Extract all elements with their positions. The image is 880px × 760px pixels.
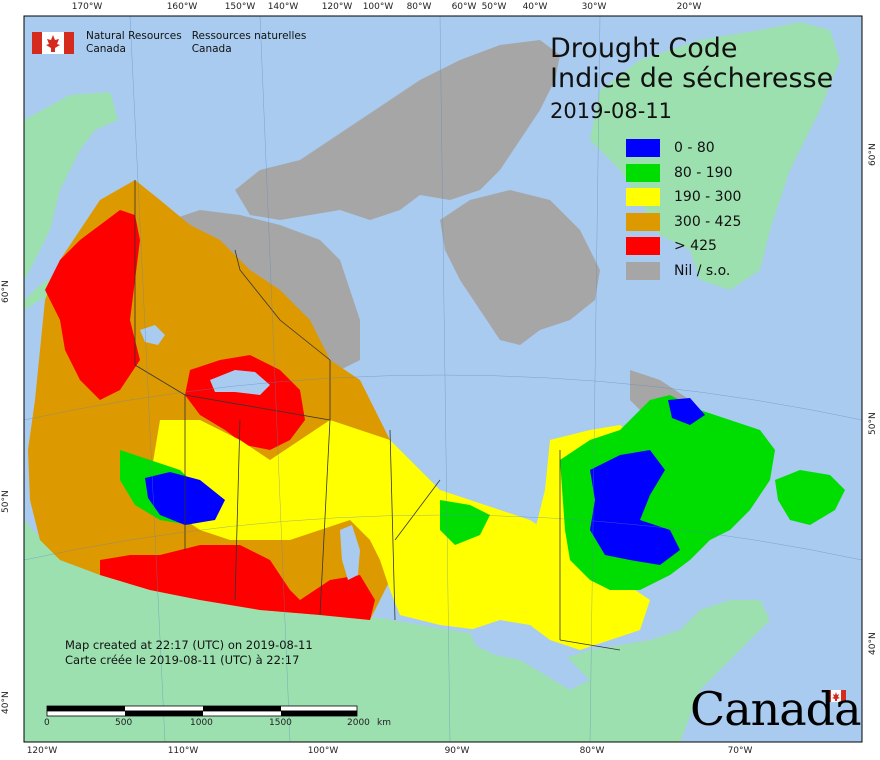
canada-wordmark: Canada bbox=[690, 682, 862, 736]
tick-top: 100°W bbox=[362, 2, 394, 12]
region-blue-quebec bbox=[590, 450, 680, 565]
great-lakes bbox=[470, 620, 590, 690]
tick-bottom: 90°W bbox=[444, 746, 470, 756]
tick-left: 40°N bbox=[1, 691, 11, 714]
legend-item: 190 - 300 bbox=[626, 185, 741, 210]
legend-label: Nil / s.o. bbox=[674, 262, 731, 279]
legend-item: 300 - 425 bbox=[626, 210, 741, 235]
legend-item: 0 - 80 bbox=[626, 136, 741, 161]
scale-label: 500 bbox=[115, 718, 133, 728]
great-slave-lake bbox=[210, 370, 270, 395]
map-title-fr: Indice de sécheresse bbox=[550, 63, 834, 94]
tick-top: 150°W bbox=[224, 2, 256, 12]
tick-top: 40°W bbox=[522, 2, 548, 12]
scale-bar-graphic bbox=[46, 705, 358, 717]
credit-en: Map created at 22:17 (UTC) on 2019-08-11 bbox=[65, 638, 313, 652]
region-yellow-central bbox=[150, 420, 650, 650]
tick-bottom: 100°W bbox=[307, 746, 339, 756]
tick-top: 30°W bbox=[581, 2, 607, 12]
nrcan-flag-icon bbox=[32, 32, 74, 54]
provincial-borders bbox=[134, 180, 621, 651]
map-credit: Map created at 22:17 (UTC) on 2019-08-11… bbox=[65, 638, 313, 668]
greenland-land bbox=[590, 22, 840, 290]
scale-label: 1500 bbox=[269, 718, 292, 728]
region-blue-labrador bbox=[668, 398, 705, 425]
tick-top: 140°W bbox=[267, 2, 299, 12]
legend-label: 80 - 190 bbox=[674, 164, 733, 181]
tick-top: 50°W bbox=[481, 2, 507, 12]
legend: 0 - 80 80 - 190 190 - 300 300 - 425 > 42… bbox=[626, 136, 741, 283]
baffin-island bbox=[440, 190, 600, 345]
scale-label: 2000 bbox=[347, 718, 370, 728]
alaska-land bbox=[24, 92, 118, 280]
tick-bottom: 70°W bbox=[727, 746, 753, 756]
tick-bottom: 80°W bbox=[579, 746, 605, 756]
legend-swatch bbox=[626, 261, 660, 280]
region-red-south bbox=[100, 545, 375, 620]
arctic-islands bbox=[235, 40, 560, 220]
tick-right: 60°N bbox=[868, 143, 878, 166]
great-bear-lake bbox=[140, 325, 165, 345]
legend-label: 300 - 425 bbox=[674, 213, 742, 230]
graticule bbox=[23, 15, 863, 743]
lake-winnipeg bbox=[340, 525, 360, 580]
legend-swatch bbox=[626, 139, 660, 158]
scale-unit: km bbox=[377, 718, 391, 728]
map-date: 2019-08-11 bbox=[550, 99, 673, 123]
legend-label: 190 - 300 bbox=[674, 189, 742, 206]
agency-fr-line1: Ressources naturelles bbox=[191, 30, 307, 42]
title-block: Drought Code Indice de sécheresse 2019-0… bbox=[550, 34, 833, 126]
scale-label: 0 bbox=[44, 718, 50, 728]
region-green-ontario bbox=[440, 500, 490, 545]
agency-en-line1: Natural Resources bbox=[86, 30, 182, 42]
tick-top: 80°W bbox=[406, 2, 432, 12]
legend-item: Nil / s.o. bbox=[626, 259, 741, 284]
legend-item: > 425 bbox=[626, 234, 741, 259]
tick-right: 40°N bbox=[868, 632, 878, 655]
legend-label: > 425 bbox=[674, 238, 717, 255]
legend-label: 0 - 80 bbox=[674, 140, 715, 157]
credit-fr: Carte créée le 2019-08-11 (UTC) à 22:17 bbox=[65, 653, 300, 667]
agency-fr-line2: Canada bbox=[191, 43, 232, 55]
legend-swatch bbox=[626, 163, 660, 182]
legend-swatch bbox=[626, 212, 660, 231]
region-green-newfoundland bbox=[775, 470, 845, 525]
tick-right: 50°N bbox=[868, 412, 878, 435]
hudson-bay bbox=[370, 320, 530, 480]
tick-bottom: 110°W bbox=[167, 746, 199, 756]
tick-bottom: 120°W bbox=[26, 746, 58, 756]
canada-wordmark-flag-icon bbox=[826, 690, 846, 702]
map-title-en: Drought Code bbox=[550, 33, 738, 64]
scale-label: 1000 bbox=[190, 718, 213, 728]
tick-top: 170°W bbox=[71, 2, 103, 12]
tick-top: 120°W bbox=[321, 2, 353, 12]
legend-swatch bbox=[626, 237, 660, 256]
tick-left: 50°N bbox=[1, 490, 11, 513]
tick-left: 60°N bbox=[1, 280, 11, 303]
tick-top: 160°W bbox=[166, 2, 198, 12]
usa-land bbox=[24, 520, 770, 742]
legend-swatch bbox=[626, 188, 660, 207]
tick-top: 60°W bbox=[451, 2, 477, 12]
agency-signature: Natural Resources Canada Ressources natu… bbox=[32, 30, 306, 56]
region-red-yukon bbox=[45, 210, 140, 400]
tick-top: 20°W bbox=[676, 2, 702, 12]
agency-en-line2: Canada bbox=[86, 43, 126, 55]
legend-item: 80 - 190 bbox=[626, 161, 741, 186]
